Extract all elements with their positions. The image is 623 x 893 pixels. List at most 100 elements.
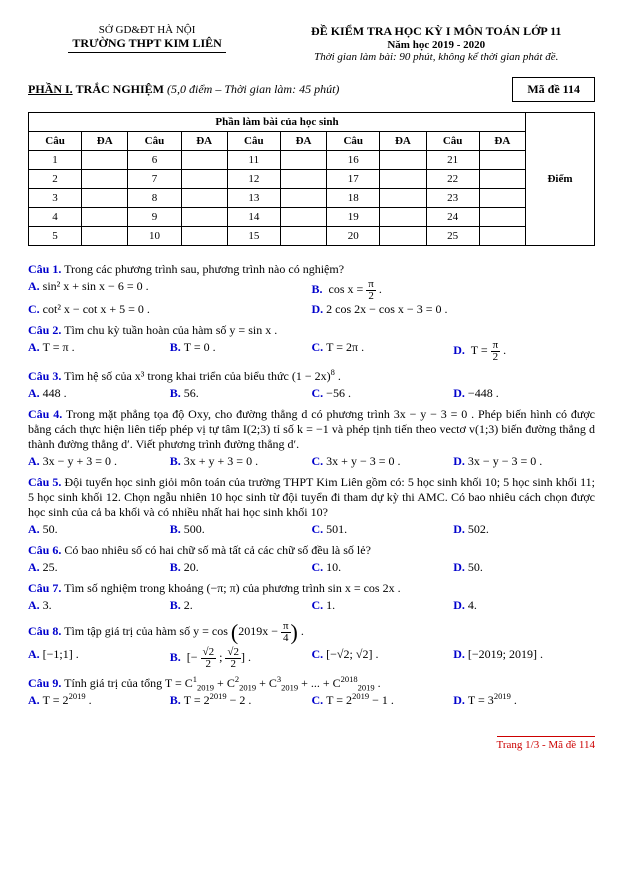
opt-d: D.4. bbox=[453, 598, 595, 613]
q3-options: A.448 . B.56. C.−56 . D.−448 . bbox=[28, 386, 595, 401]
cell bbox=[479, 151, 525, 170]
cell: 17 bbox=[327, 170, 380, 189]
opt-text: 25. bbox=[43, 560, 58, 574]
table-header-row: Câu ĐA Câu ĐA Câu ĐA Câu ĐA Câu ĐA bbox=[29, 132, 595, 151]
opt-text: 3. bbox=[43, 598, 52, 612]
section-row: PHẦN I. TRẮC NGHIỆM (5,0 điểm – Thời gia… bbox=[28, 77, 595, 102]
exam-time: Thời gian làm bài: 90 phút, không kể thờ… bbox=[277, 51, 595, 63]
cell bbox=[82, 151, 128, 170]
q-text: Trong các phương trình sau, phương trình… bbox=[64, 262, 344, 276]
section-name: TRẮC NGHIỆM bbox=[76, 82, 164, 96]
table-row: 1 6 11 16 21 bbox=[29, 151, 595, 170]
opt-b: B.20. bbox=[170, 560, 312, 575]
q-text: Đội tuyển học sinh giỏi môn toán của trư… bbox=[28, 475, 595, 519]
opt-b: B.500. bbox=[170, 522, 312, 537]
question-5: Câu 5. Đội tuyển học sinh giỏi môn toán … bbox=[28, 475, 595, 520]
cell bbox=[380, 227, 426, 246]
cell: 10 bbox=[128, 227, 181, 246]
q-text: Tính giá trị của tổng T = C12019 + C2201… bbox=[64, 676, 381, 690]
cell: 15 bbox=[227, 227, 280, 246]
opt-text: −56 . bbox=[326, 386, 351, 400]
opt-d: D.50. bbox=[453, 560, 595, 575]
opt-c: C.−56 . bbox=[312, 386, 454, 401]
opt-b: B.56. bbox=[170, 386, 312, 401]
question-4: Câu 4. Trong mặt phẳng tọa độ Oxy, cho đ… bbox=[28, 407, 595, 452]
opt-text: T = 32019 . bbox=[468, 693, 517, 707]
q4-options: A.3x − y + 3 = 0 . B.3x + y + 3 = 0 . C.… bbox=[28, 454, 595, 469]
cell: 5 bbox=[29, 227, 82, 246]
cell: 4 bbox=[29, 208, 82, 227]
question-6: Câu 6. Có bao nhiêu số có hai chữ số mà … bbox=[28, 543, 595, 558]
question-1: Câu 1. Trong các phương trình sau, phươn… bbox=[28, 262, 595, 277]
cell bbox=[280, 151, 326, 170]
cell bbox=[380, 189, 426, 208]
opt-c: C.10. bbox=[312, 560, 454, 575]
col-cau: Câu bbox=[128, 132, 181, 151]
cell: 9 bbox=[128, 208, 181, 227]
opt-b: B. cos x = π2 . bbox=[312, 279, 596, 302]
table-row: 2 7 12 17 22 bbox=[29, 170, 595, 189]
cell bbox=[280, 170, 326, 189]
q-label: Câu 1. bbox=[28, 262, 61, 276]
cell bbox=[181, 227, 227, 246]
cell bbox=[82, 227, 128, 246]
cell bbox=[82, 189, 128, 208]
opt-text: [−1;1] . bbox=[43, 647, 79, 661]
opt-c: C.1. bbox=[312, 598, 454, 613]
opt-text: cos x = π2 . bbox=[329, 282, 382, 296]
cell bbox=[181, 151, 227, 170]
opt-text: 50. bbox=[43, 522, 58, 536]
header-left: SỞ GD&ĐT HÀ NỘI TRƯỜNG THPT KIM LIÊN bbox=[28, 24, 266, 63]
opt-text: T = 22019 − 1 . bbox=[326, 693, 394, 707]
opt-text: cot² x − cot x + 5 = 0 . bbox=[43, 302, 150, 316]
opt-text: 501. bbox=[326, 522, 347, 536]
opt-text: 3x + y + 3 = 0 . bbox=[184, 454, 258, 468]
opt-text: sin² x + sin x − 6 = 0 . bbox=[43, 279, 149, 293]
col-da: ĐA bbox=[280, 132, 326, 151]
opt-text: T = 22019 . bbox=[43, 693, 92, 707]
q-label: Câu 8. bbox=[28, 624, 61, 638]
section-label: PHẦN I. bbox=[28, 82, 73, 96]
cell bbox=[479, 227, 525, 246]
cell bbox=[479, 170, 525, 189]
q7-options: A.3. B.2. C.1. D.4. bbox=[28, 598, 595, 613]
opt-text: 1. bbox=[326, 598, 335, 612]
opt-a: A.sin² x + sin x − 6 = 0 . bbox=[28, 279, 312, 302]
opt-text: T = 0 . bbox=[184, 340, 216, 354]
cell: 11 bbox=[227, 151, 280, 170]
q1-options: A.sin² x + sin x − 6 = 0 . B. cos x = π2… bbox=[28, 279, 595, 317]
opt-a: A.3x − y + 3 = 0 . bbox=[28, 454, 170, 469]
opt-d: D.T = 32019 . bbox=[453, 693, 595, 708]
opt-text: T = 22019 − 2 . bbox=[184, 693, 252, 707]
opt-c: C.3x + y − 3 = 0 . bbox=[312, 454, 454, 469]
opt-a: A.[−1;1] . bbox=[28, 647, 170, 670]
cell: 2 bbox=[29, 170, 82, 189]
opt-d: D. T = π2 . bbox=[453, 340, 595, 363]
exam-year: Năm học 2019 - 2020 bbox=[277, 39, 595, 51]
cell: 14 bbox=[227, 208, 280, 227]
opt-d: D.[−2019; 2019] . bbox=[453, 647, 595, 670]
q-label: Câu 9. bbox=[28, 676, 61, 690]
opt-text: T = 2π . bbox=[326, 340, 364, 354]
cell: 18 bbox=[327, 189, 380, 208]
opt-text: 500. bbox=[184, 522, 205, 536]
questions: Câu 1. Trong các phương trình sau, phươn… bbox=[28, 262, 595, 708]
opt-text: 56. bbox=[184, 386, 199, 400]
opt-b: B.3x + y + 3 = 0 . bbox=[170, 454, 312, 469]
cell: 20 bbox=[327, 227, 380, 246]
col-da: ĐA bbox=[82, 132, 128, 151]
opt-a: A.3. bbox=[28, 598, 170, 613]
cell: 1 bbox=[29, 151, 82, 170]
opt-text: 3x + y − 3 = 0 . bbox=[326, 454, 400, 468]
opt-c: C.T = 22019 − 1 . bbox=[312, 693, 454, 708]
cell bbox=[280, 189, 326, 208]
col-cau: Câu bbox=[426, 132, 479, 151]
cell bbox=[479, 208, 525, 227]
footer-text: Trang 1/3 - Mã đề 114 bbox=[497, 736, 595, 751]
cell: 6 bbox=[128, 151, 181, 170]
exam-title: ĐỀ KIỂM TRA HỌC KỲ I MÔN TOÁN LỚP 11 bbox=[277, 24, 595, 39]
opt-a: A.25. bbox=[28, 560, 170, 575]
cell: 8 bbox=[128, 189, 181, 208]
col-da: ĐA bbox=[479, 132, 525, 151]
cell: 12 bbox=[227, 170, 280, 189]
